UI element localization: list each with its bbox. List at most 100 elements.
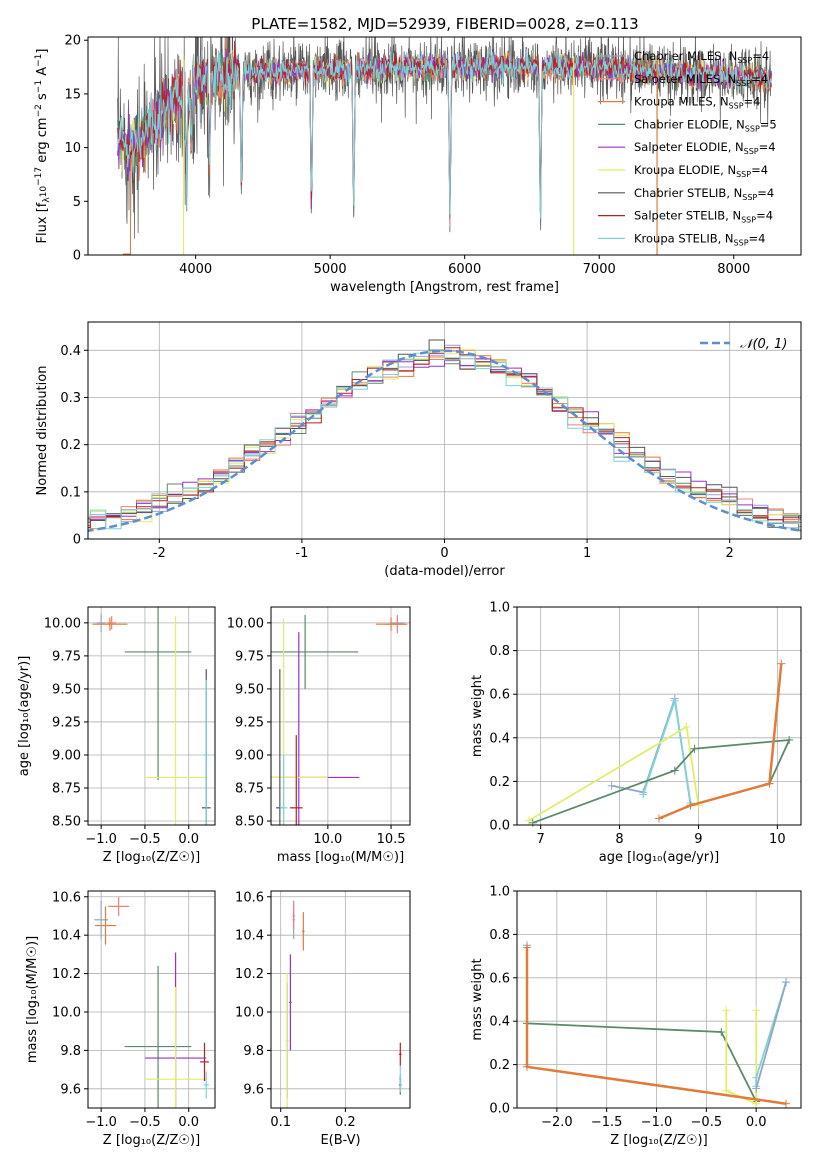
y-axis-label: mass weight (470, 958, 485, 1040)
legend-label-part: =5 (760, 117, 777, 131)
mass_vs_Z-frame: −1.0 −0.5 0.0 9.6 9.8 10.0 10.2 10.4 10.6 Z [log₁… (52, 890, 216, 1148)
x-tick-label: 10.5 (377, 832, 406, 847)
legend-label-part: Salpeter STELIB, N (634, 209, 741, 223)
age_vs_mass-axes (271, 607, 410, 825)
histogram-chabrier_stelib (88, 339, 801, 528)
y-tick-label: 10.4 (52, 929, 81, 944)
x-tick-label: -2 (153, 546, 166, 561)
legend-label: Salpeter MILES, NSSP=4 (634, 72, 768, 88)
x-axis-label: Z [log₁₀(Z/Z☉)] (103, 1133, 200, 1148)
x-tick-label: 0.1 (270, 1115, 291, 1130)
x-tick-label: 8 (615, 832, 623, 847)
mass_vs_EBV-frame: 0.1 0.2 9.6 9.8 10.0 10.2 10.4 10.6 E(B-V) (235, 890, 411, 1148)
legend-label-part: Kroupa STELIB, N (634, 231, 734, 245)
y-tick-label: 0.4 (60, 344, 81, 359)
x-axis-label: mass [log₁₀(M/M☉)] (277, 850, 404, 865)
legend-label-part: Chabrier ELODIE, N (634, 117, 745, 131)
y-tick-label: 8.50 (52, 815, 81, 830)
x-tick-label: 2 (726, 546, 734, 561)
x-tick-label: 0 (440, 546, 448, 561)
y-label-part: −1 (34, 80, 44, 93)
legend-label: Chabrier ELODIE, NSSP=5 (634, 117, 777, 133)
legend-label: Salpeter ELODIE, NSSP=4 (634, 140, 776, 156)
x-tick-label: 5000 (314, 262, 347, 277)
y-tick-label: 10.4 (235, 929, 264, 944)
y-tick-label: 1.0 (489, 885, 510, 900)
legend-label: Kroupa STELIB, NSSP=4 (634, 231, 765, 247)
y-tick-label: 0.2 (489, 1058, 510, 1073)
y-tick-label: 15 (64, 87, 81, 102)
x-tick-label: −1.0 (641, 1115, 673, 1130)
y-axis-label: Flux [fλ10−17 erg cm−2 s−1 A−1] (34, 49, 52, 244)
x-tick-label: −0.5 (129, 832, 161, 847)
spectrum-line-kroupa_stelib (117, 48, 772, 219)
x-tick-label: −2.0 (541, 1115, 573, 1130)
age_vs_Z-frame: −1.0 −0.5 0.0 8.50 8.75 9.00 9.25 9.50 9.75 10.00… (44, 606, 216, 865)
mass_vs_EBV-points (285, 900, 402, 1108)
legend-label-part: Chabrier MILES, N (634, 49, 737, 63)
legend-label-part: =4 (757, 186, 774, 200)
axes-frame (270, 606, 411, 826)
age_vs_mass-frame: 10.0 10.5 8.50 8.75 9.00 9.25 9.50 9.75 10.00 mas… (227, 606, 411, 865)
y-tick-label: 10.6 (235, 890, 264, 905)
x-tick-label: 0.0 (178, 832, 199, 847)
y-tick-label: 0.4 (489, 1015, 510, 1030)
mass_weight_vs_Z-axes (517, 890, 801, 1109)
legend-label-part: SSP (736, 79, 751, 88)
legend-label-part: SSP (734, 238, 749, 247)
y-label-part: ] (35, 49, 50, 54)
legend-label-part: =4 (751, 72, 768, 86)
y-tick-label: 0.8 (489, 928, 510, 943)
x-tick-label: 0.2 (335, 1115, 356, 1130)
legend-label-part: SSP (744, 147, 759, 156)
y-tick-label: 10.6 (52, 890, 81, 905)
x-tick-label: −1.5 (591, 1115, 623, 1130)
x-axis-label: age [log₁₀(age/yr)] (599, 850, 720, 865)
x-tick-label: 0.0 (178, 1115, 199, 1130)
y-label-part: −17 (34, 167, 44, 186)
gaussian-curve (88, 349, 801, 532)
legend-label-part: SSP (742, 193, 757, 202)
y-tick-label: 0.2 (489, 775, 510, 790)
y-tick-label: 9.00 (52, 748, 81, 763)
y-tick-label: 9.6 (243, 1082, 264, 1097)
x-tick-label: 7000 (583, 262, 616, 277)
age_vs_Z-points (92, 607, 211, 825)
series-line-kroupa_elodie (528, 725, 700, 822)
y-tick-label: 10.2 (235, 967, 264, 982)
legend-label-part: =4 (744, 95, 761, 109)
y-label-part: 10 (39, 186, 49, 198)
axes-frame (87, 890, 216, 1109)
legend-label: Salpeter STELIB, NSSP=4 (634, 209, 773, 225)
x-tick-label: −0.5 (129, 1115, 161, 1130)
x-tick-label: 4000 (179, 262, 212, 277)
y-label-part: s (35, 93, 50, 104)
y-label-part: erg cm (35, 117, 50, 166)
y-axis-label: age [log₁₀(age/yr)] (17, 656, 32, 777)
legend-label-part: SSP (741, 216, 756, 225)
legend-label-part: =4 (756, 209, 773, 223)
y-axis-label: mass weight (470, 675, 485, 757)
x-tick-label: -1 (295, 546, 308, 561)
legend-label: 𝒩(0, 1) (740, 337, 787, 352)
legend-label: Chabrier STELIB, NSSP=4 (634, 186, 774, 202)
axes-frame (516, 606, 802, 826)
mass_weight_vs_age-frame: 7 8 9 10 0.0 0.2 0.4 0.6 0.8 1.0 age [log₁₀(age/yr… (489, 601, 802, 865)
y-tick-label: 9.8 (243, 1044, 264, 1059)
y-tick-label: 0.8 (489, 644, 510, 659)
x-tick-label: 6000 (448, 262, 481, 277)
y-tick-label: 0 (73, 533, 81, 548)
legend-label-part: =4 (752, 49, 769, 63)
mass_vs_EBV-axes (271, 891, 410, 1108)
y-tick-label: 9.75 (52, 649, 81, 664)
x-tick-label: −1.0 (85, 832, 117, 847)
legend-label-part: SSP (729, 102, 744, 111)
y-tick-label: 10 (64, 141, 81, 156)
legend-label-part: Kroupa MILES, N (634, 95, 729, 109)
series-line-chabrier_miles (755, 981, 787, 1089)
mass_weight_vs_Z-lines (522, 941, 791, 1108)
y-tick-label: 0.3 (60, 391, 81, 406)
residual_histogram-frame: -2 -1 0 1 2 0 0.1 0.2 0.3 0.4 (data-model)/error (60, 321, 802, 579)
histogram-salpeter_stelib (88, 347, 801, 529)
